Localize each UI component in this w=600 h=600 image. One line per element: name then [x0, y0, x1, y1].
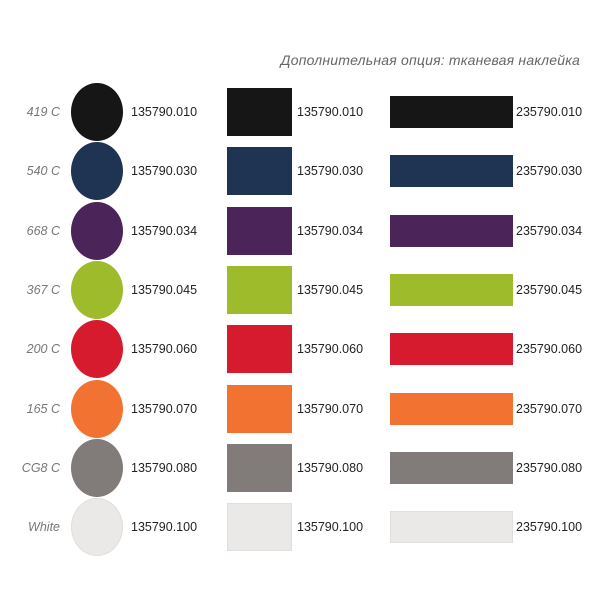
- fabric-label-swatch: [390, 392, 513, 425]
- pantone-label: 200 C: [26, 342, 60, 357]
- circle-code: 135790.070: [131, 401, 198, 416]
- rectangle-swatch: [227, 325, 292, 374]
- rectangle-code: 135790.070: [297, 401, 364, 416]
- circle-code: 135790.030: [131, 164, 198, 179]
- swatch-row: 540 C 135790.030 135790.030 235790.030: [0, 141, 600, 201]
- circle-swatch: [71, 142, 123, 201]
- swatch-row: White 135790.100 135790.100 235790.100: [0, 497, 600, 557]
- rectangle-swatch: [227, 384, 292, 433]
- circle-swatch: [71, 438, 123, 497]
- rectangle-code: 135790.034: [297, 223, 364, 238]
- pantone-label: White: [28, 520, 60, 535]
- pantone-label: 165 C: [26, 401, 60, 416]
- circle-swatch: [71, 83, 123, 141]
- pantone-label: 668 C: [26, 223, 60, 238]
- pantone-label: 419 C: [26, 105, 60, 119]
- rectangle-swatch: [227, 443, 292, 492]
- fabric-label-swatch: [390, 96, 513, 128]
- fabric-label-swatch: [390, 511, 513, 544]
- fabric-label-code: 235790.010: [516, 105, 583, 119]
- rectangle-code: 135790.100: [297, 520, 364, 535]
- rectangle-code: 135790.080: [297, 460, 364, 475]
- fabric-label-code: 235790.100: [516, 520, 583, 535]
- circle-swatch: [71, 498, 123, 557]
- circle-code: 135790.045: [131, 282, 198, 297]
- circle-swatch: [71, 320, 123, 379]
- rectangle-swatch: [227, 206, 292, 255]
- fabric-label-code: 235790.060: [516, 342, 583, 357]
- rectangle-code: 135790.060: [297, 342, 364, 357]
- swatch-row: 367 C 135790.045 135790.045 235790.045: [0, 260, 600, 320]
- fabric-label-code: 235790.034: [516, 223, 583, 238]
- circle-code: 135790.010: [131, 105, 198, 119]
- circle-swatch: [71, 201, 123, 260]
- swatch-row: 200 C 135790.060 135790.060 235790.060: [0, 319, 600, 379]
- fabric-label-swatch: [390, 155, 513, 188]
- swatch-row: CG8 C 135790.080 135790.080 235790.080: [0, 438, 600, 498]
- circle-swatch: [71, 379, 123, 438]
- circle-swatch: [71, 260, 123, 319]
- rectangle-swatch: [227, 503, 292, 552]
- circle-code: 135790.100: [131, 520, 198, 535]
- page-title: Дополнительная опция: тканевая наклейка: [280, 52, 580, 68]
- swatch-row: 165 C 135790.070 135790.070 235790.070: [0, 379, 600, 439]
- rectangle-code: 135790.045: [297, 282, 364, 297]
- fabric-label-swatch: [390, 451, 513, 484]
- fabric-label-code: 235790.080: [516, 460, 583, 475]
- fabric-label-code: 235790.030: [516, 164, 583, 179]
- pantone-label: CG8 C: [21, 460, 60, 475]
- fabric-label-swatch: [390, 333, 513, 366]
- rectangle-code: 135790.010: [297, 105, 364, 119]
- fabric-label-swatch: [390, 214, 513, 247]
- rectangle-swatch: [227, 88, 292, 136]
- swatch-row: 668 C 135790.034 135790.034 235790.034: [0, 201, 600, 261]
- rectangle-code: 135790.030: [297, 164, 364, 179]
- circle-code: 135790.060: [131, 342, 198, 357]
- pantone-label: 367 C: [26, 282, 60, 297]
- fabric-label-code: 235790.070: [516, 401, 583, 416]
- fabric-label-code: 235790.045: [516, 282, 583, 297]
- swatch-row: 419 C 135790.010 135790.010 235790.010: [0, 82, 600, 142]
- fabric-label-swatch: [390, 273, 513, 306]
- rectangle-swatch: [227, 265, 292, 314]
- rectangle-swatch: [227, 147, 292, 196]
- circle-code: 135790.034: [131, 223, 198, 238]
- pantone-label: 540 C: [26, 164, 60, 179]
- circle-code: 135790.080: [131, 460, 198, 475]
